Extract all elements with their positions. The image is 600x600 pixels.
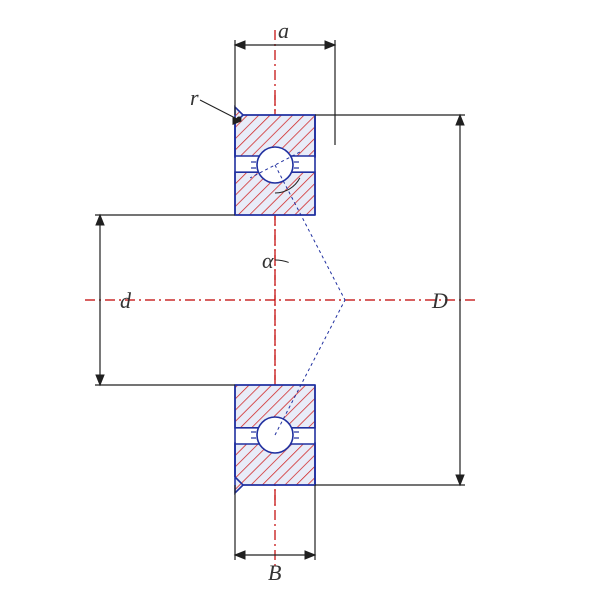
label-d: d xyxy=(120,288,131,314)
bearing-diagram: a r α d D B xyxy=(0,0,600,600)
label-B: B xyxy=(268,560,281,586)
label-a: a xyxy=(278,18,289,44)
label-D: D xyxy=(432,288,448,314)
label-r: r xyxy=(190,85,199,111)
label-alpha: α xyxy=(262,248,274,274)
diagram-svg xyxy=(0,0,600,600)
